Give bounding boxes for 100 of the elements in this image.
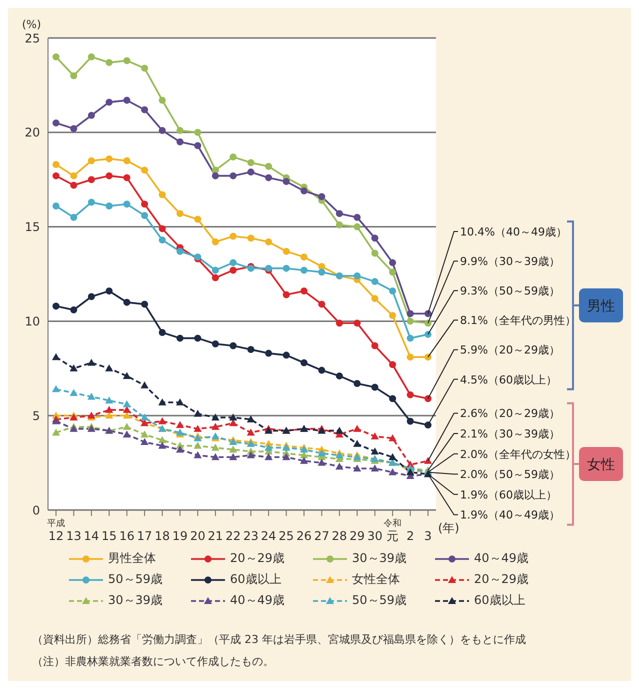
point [194, 442, 202, 449]
point [388, 453, 397, 460]
point [371, 278, 378, 286]
point [52, 302, 60, 310]
point [70, 172, 78, 180]
point [106, 172, 113, 180]
point [158, 398, 166, 406]
point [211, 422, 220, 430]
y-tick-label: 10 [24, 314, 40, 328]
point [70, 182, 78, 189]
point [140, 430, 149, 438]
point [52, 53, 60, 60]
x-tick-label: 29 [350, 529, 365, 543]
point [300, 187, 308, 194]
point [318, 268, 326, 276]
point [106, 59, 113, 66]
point [354, 380, 361, 388]
point [370, 447, 379, 454]
point [264, 453, 273, 460]
point [353, 424, 362, 432]
point [176, 398, 184, 406]
legend-label: 男性全体 [108, 550, 156, 567]
point [158, 191, 166, 198]
point [230, 259, 237, 266]
point [389, 268, 396, 276]
point [158, 225, 166, 232]
point [424, 456, 432, 464]
point [70, 388, 78, 396]
point [122, 400, 131, 408]
text: （資料出所）総務省「労働力調査」（平成 23 年は岩手県、宮城県及び福島県を除く）をもとに作成 [32, 632, 527, 648]
point [336, 372, 343, 380]
point [158, 96, 166, 104]
point [282, 178, 290, 185]
x-tick-label: 2 [406, 529, 414, 543]
point [140, 438, 149, 446]
point [212, 172, 219, 180]
point [371, 295, 378, 302]
point [123, 96, 130, 104]
point [282, 248, 290, 255]
point [194, 142, 202, 150]
point [194, 128, 202, 136]
x-tick-label: 17 [136, 529, 152, 543]
point [176, 210, 184, 218]
annotation: 1.9%（40～49歳） [460, 508, 560, 522]
point [300, 359, 308, 366]
legend-label: 60歳以上 [230, 571, 282, 588]
point [106, 202, 113, 210]
annotation: 2.0%（全年代の女性） [460, 448, 576, 461]
legend-label: 50～59歳 [352, 592, 407, 609]
point [176, 127, 184, 134]
point [389, 312, 396, 320]
point [318, 449, 326, 456]
point [336, 221, 343, 228]
point [212, 340, 219, 348]
point [318, 193, 326, 200]
text: 女性 [587, 456, 615, 473]
point [282, 264, 290, 272]
point [194, 424, 202, 432]
point [212, 166, 219, 174]
point [212, 266, 219, 274]
point [389, 287, 396, 294]
point [300, 254, 308, 261]
point [141, 166, 148, 174]
point [70, 306, 78, 314]
annotation: 1.9%（60歳以上） [460, 488, 557, 502]
point [406, 318, 414, 325]
point [371, 234, 378, 242]
point [176, 446, 184, 453]
point [406, 334, 414, 342]
point [70, 125, 78, 132]
point [176, 421, 184, 428]
point [87, 392, 96, 400]
annotation: 10.4%（40～49歳） [460, 226, 567, 239]
point [230, 342, 237, 350]
point [353, 464, 362, 472]
legend-label: 20～29歳 [230, 550, 285, 567]
text: 男性 [587, 298, 615, 314]
point [318, 458, 326, 466]
point [212, 274, 219, 282]
x-tick-label: 24 [260, 529, 276, 543]
legend-label: 20～29歳 [474, 571, 529, 588]
point [158, 442, 166, 449]
legend-label: 40～49歳 [474, 550, 529, 567]
point [122, 430, 131, 438]
x-tick-label: 15 [102, 529, 117, 543]
point [88, 157, 95, 164]
point [105, 412, 114, 419]
point [265, 350, 272, 357]
point [265, 174, 272, 182]
point [194, 451, 202, 458]
point [318, 262, 326, 270]
point [70, 364, 78, 372]
point [158, 417, 166, 424]
y-tick-label: 5 [32, 408, 40, 423]
legend-label: 女性全体 [352, 571, 400, 588]
point [354, 320, 361, 327]
point [52, 202, 60, 210]
annotation: 9.9%（30～39歳） [460, 255, 560, 268]
point [246, 415, 255, 422]
point [88, 198, 95, 206]
